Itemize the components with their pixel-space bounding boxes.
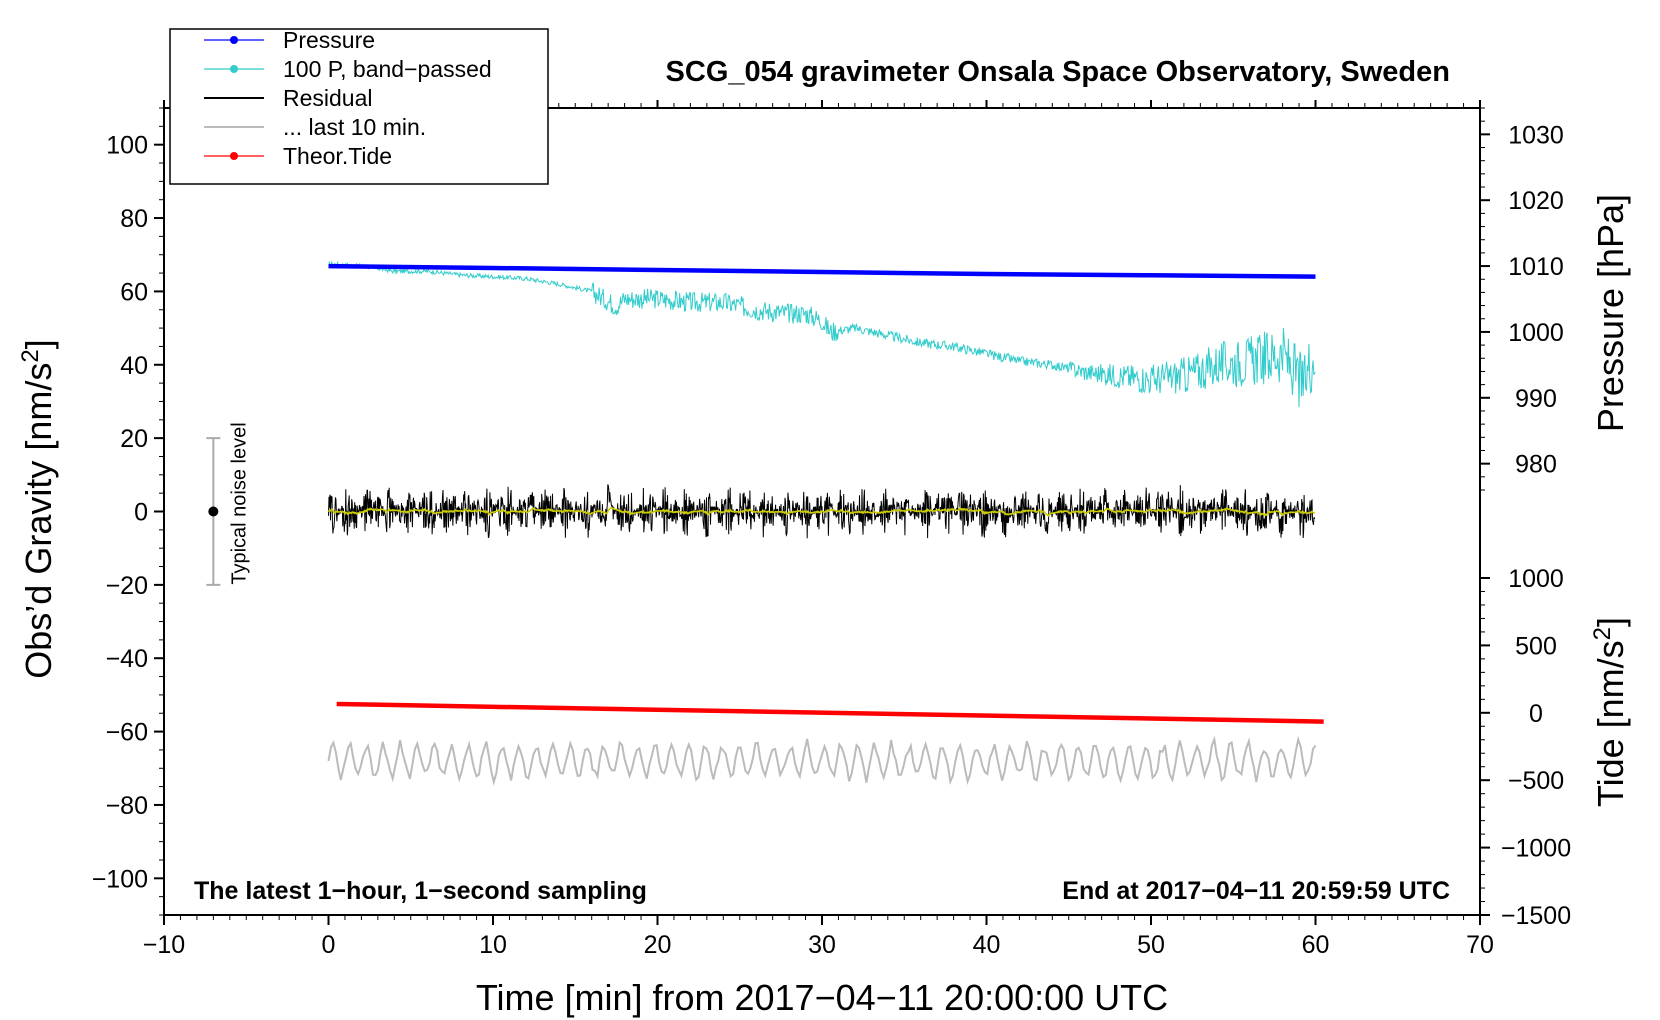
legend-marker-pressure [230, 36, 238, 44]
series-line-100-p-band-passed [328, 260, 1316, 408]
legend-label-residual: Residual [283, 85, 373, 111]
y-tick-label-pressure-1020: 1020 [1508, 187, 1564, 215]
x-tick-label--10: −10 [143, 931, 185, 959]
chart-title: SCG_054 gravimeter Onsala Space Observat… [666, 56, 1450, 88]
y-tick-label-tide--1500: −1500 [1501, 902, 1571, 930]
y-axis-label-tide-text: Tide [nm/s [1590, 640, 1631, 807]
x-tick-label-30: 30 [808, 931, 836, 959]
y-axis-label-left-text: Obs’d Gravity [nm/s [18, 363, 59, 679]
y-tick-label-left-80: 80 [120, 205, 148, 233]
noise-level-point [208, 506, 219, 517]
noise-level-indicator: Typical noise level [206, 422, 250, 586]
y-axis-label-left: Obs’d Gravity [nm/s2] [17, 339, 60, 678]
y-tick-label-left--80: −80 [106, 792, 148, 820]
y-tick-label-left--100: −100 [92, 865, 148, 893]
annotation-end-time: End at 2017−04−11 20:59:59 UTC [1062, 877, 1450, 905]
y-tick-label-tide--500: −500 [1508, 767, 1564, 795]
series-line-theor-tide [336, 701, 1324, 724]
series-layer [327, 260, 1324, 786]
y-tick-label-tide--1000: −1000 [1501, 835, 1571, 863]
axes-layer: −10 0 10 20 30 40 50 60 70100806040200−20−40−60−… [92, 100, 1571, 959]
x-tick-label-20: 20 [644, 931, 672, 959]
noise-level-label: Typical noise level [228, 422, 250, 584]
y-tick-label-pressure-1010: 1010 [1508, 253, 1564, 281]
y-axis-label-pressure: Pressure [hPa] [1590, 194, 1631, 432]
series-line-last-10-min [327, 735, 1317, 786]
x-tick-label-60: 60 [1302, 931, 1330, 959]
y-tick-label-left--20: −20 [106, 572, 148, 600]
series-line-pressure [328, 263, 1316, 279]
y-tick-label-left-100: 100 [106, 132, 148, 160]
y-tick-label-left--40: −40 [106, 645, 148, 673]
x-tick-label-40: 40 [973, 931, 1001, 959]
x-tick-label-50: 50 [1137, 931, 1165, 959]
legend-label-pressure: Pressure [283, 27, 375, 53]
y-axis-label-left-sup: 2 [17, 349, 44, 362]
y-tick-label-tide-1000: 1000 [1508, 565, 1564, 593]
y-tick-label-left-40: 40 [120, 352, 148, 380]
x-tick-label-70: 70 [1466, 931, 1494, 959]
y-tick-label-left-20: 20 [120, 425, 148, 453]
legend-marker-theor-tide [230, 152, 238, 160]
legend-label-theor-tide: Theor.Tide [283, 143, 392, 169]
annotation-sampling: The latest 1−hour, 1−second sampling [194, 877, 647, 905]
legend-marker-100-p-band-passed [230, 65, 238, 73]
y-axis-label-tide-end: ] [1590, 617, 1631, 627]
legend-label-last-10-min: ... last 10 min. [283, 114, 426, 140]
x-axis-label: Time [min] from 2017−04−11 20:00:00 UTC [476, 977, 1168, 1018]
y-tick-label-left--60: −60 [106, 719, 148, 747]
y-tick-label-pressure-1000: 1000 [1508, 319, 1564, 347]
x-tick-label-0: 0 [322, 931, 336, 959]
y-tick-label-left-0: 0 [134, 499, 148, 527]
y-tick-label-tide-0: 0 [1529, 700, 1543, 728]
legend-label-100-p-band-passed: 100 P, band−passed [283, 56, 492, 82]
series-line-residual [328, 484, 1316, 539]
y-tick-label-pressure-990: 990 [1515, 385, 1557, 413]
x-tick-label-10: 10 [479, 931, 507, 959]
y-tick-label-tide-500: 500 [1515, 632, 1557, 660]
series-line-residual-smoothed [327, 507, 1316, 517]
y-tick-label-left-60: 60 [120, 278, 148, 306]
legend: Pressure 100 P, band−passed Residual ... la… [169, 27, 549, 185]
y-tick-label-pressure-980: 980 [1515, 451, 1557, 479]
y-tick-label-pressure-1030: 1030 [1508, 121, 1564, 149]
y-axis-label-left-end: ] [18, 339, 59, 349]
y-axis-label-tide-sup: 2 [1589, 627, 1616, 640]
y-axis-label-tide: Tide [nm/s2] [1589, 617, 1632, 807]
